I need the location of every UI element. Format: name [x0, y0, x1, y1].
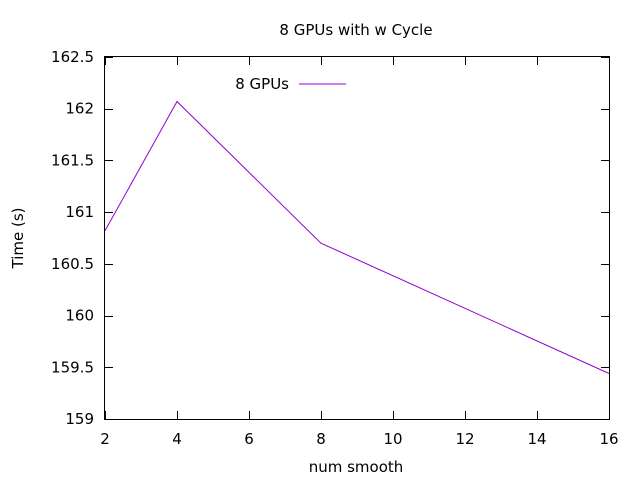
y-tick-label: 162.5	[51, 48, 94, 66]
x-tick-label: 6	[244, 430, 254, 448]
legend-label: 8 GPUs	[235, 75, 289, 93]
x-tick-label: 2	[100, 430, 110, 448]
y-tick-label: 159	[65, 410, 94, 428]
chart-title: 8 GPUs with w Cycle	[279, 21, 432, 39]
y-tick-label: 160.5	[51, 255, 94, 273]
legend: 8 GPUs	[235, 75, 346, 93]
series-line	[104, 100, 610, 374]
x-tick-label: 8	[316, 430, 326, 448]
y-tick-label: 159.5	[51, 358, 94, 376]
x-tick-label: 16	[599, 430, 618, 448]
y-tick-label: 161.5	[51, 151, 94, 169]
x-tick-label: 14	[527, 430, 546, 448]
series-layer	[104, 100, 610, 374]
x-tick-label: 12	[455, 430, 474, 448]
plot-area-frame	[104, 56, 610, 420]
y-axis-title: Time (s)	[9, 208, 27, 270]
x-axis-title: num smooth	[309, 458, 404, 476]
y-tick-label: 161	[65, 203, 94, 221]
x-tick-label: 4	[172, 430, 182, 448]
x-tick-label: 10	[383, 430, 402, 448]
y-tick-label: 162	[65, 100, 94, 118]
y-axis: 159 159.5 160 160.5 161 161.5 162 162.5	[51, 48, 609, 428]
x-axis: 2 4 6 8 10 12 14 16	[100, 57, 619, 448]
y-tick-label: 160	[65, 307, 94, 325]
